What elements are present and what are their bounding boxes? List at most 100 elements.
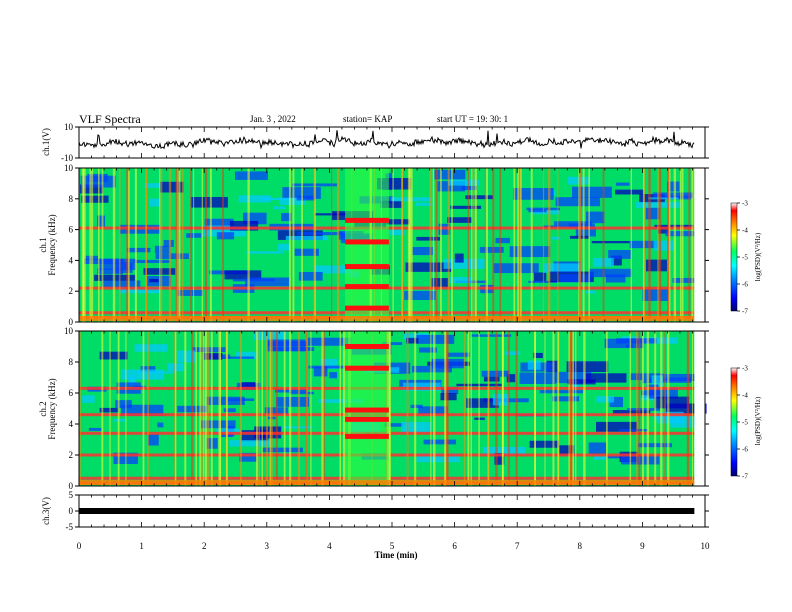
date-label: Jan. 3 , 2022: [250, 114, 296, 124]
spectrogram-cell: [447, 217, 472, 223]
ch3-y-ticks: 5 0 -5: [66, 490, 709, 532]
spectrogram-cell: [645, 207, 660, 220]
spectrogram-streak: [575, 331, 577, 486]
spectrogram-streak: [432, 168, 435, 322]
spectrogram-cell: [101, 280, 141, 288]
spectrogram-cell: [98, 258, 137, 271]
spectrogram-streak: [177, 168, 179, 322]
spectrogram-streak: [638, 331, 641, 486]
spectrogram-streak: [112, 168, 116, 322]
ch1-waveform-panel: 10 -10 ch.1(V): [41, 122, 709, 163]
spectrogram-streak: [414, 331, 417, 486]
spectrogram-streak: [648, 168, 651, 322]
spectrogram-streak: [534, 331, 536, 486]
spectrogram-cell: [595, 421, 638, 432]
spectrogram-cell: [296, 195, 316, 201]
spectrogram-streak: [190, 168, 192, 322]
spectrogram-cell: [273, 206, 285, 210]
spectrogram-cell: [294, 248, 319, 256]
spectrogram-cell: [483, 376, 500, 382]
spectrogram-cell: [412, 246, 434, 256]
spectrogram-cell: [149, 278, 159, 283]
spectrogram-streak: [681, 168, 684, 322]
spectrogram-streak: [101, 331, 104, 486]
spectrogram-cell: [441, 386, 459, 394]
ch1-spectrogram-channel-label: ch.1: [38, 237, 48, 252]
spectrogram-streak: [507, 331, 510, 486]
spectrogram-cell: [163, 240, 174, 247]
spectrogram-cell: [642, 289, 669, 302]
ch1-colorbar-label: log(PSD)(V²/Hz): [754, 232, 762, 281]
spectrogram-cell: [607, 455, 621, 459]
spectrogram-cell: [406, 337, 419, 344]
spectrogram-cell: [276, 396, 309, 407]
x-tick-label: 3: [265, 541, 270, 551]
spectrogram-streak: [430, 331, 432, 486]
spectrogram-cell: [419, 347, 437, 353]
spectrogram-cell: [568, 223, 595, 228]
spectrogram-cell: [495, 237, 510, 244]
spectrogram-streak: [255, 331, 258, 486]
ch3-signal-panel: 5 0 -5 ch.3(V): [41, 490, 709, 532]
spectrogram-cell: [382, 342, 403, 346]
y-tick-label: 5: [69, 490, 74, 500]
y-tick-label: 8: [69, 194, 74, 204]
spectrogram-streak: [440, 168, 442, 322]
spectrogram-cell: [450, 277, 471, 284]
spectrogram-cell: [329, 372, 338, 379]
spectrogram-cell: [566, 361, 609, 372]
spectrogram-streak: [175, 331, 177, 486]
x-tick-label: 10: [701, 541, 711, 551]
spectrogram-streak: [314, 168, 316, 322]
spectrogram-cell: [404, 290, 436, 301]
spectrogram-streak: [488, 331, 490, 486]
spectrogram-cell: [218, 356, 255, 359]
x-tick-label: 1: [139, 541, 144, 551]
spectrogram-streak: [570, 331, 573, 486]
spectrogram-cell: [277, 243, 291, 251]
spectrogram-cell: [177, 289, 203, 296]
spectrogram-cell: [653, 240, 674, 251]
spectrogram-streak: [258, 331, 260, 486]
spectrogram-cell: [450, 205, 482, 209]
spectrogram-streak: [444, 331, 447, 486]
spectrogram-streak: [447, 168, 450, 322]
spectrogram-streak: [82, 168, 85, 322]
spectrogram-streak: [126, 168, 129, 322]
spectrogram-streak: [288, 168, 291, 322]
spectrogram-streak: [485, 168, 488, 322]
spectrogram-streak: [579, 168, 581, 322]
spectrogram-streak: [283, 331, 286, 486]
ch1-spectrogram-y-axis-label: Frequency (kHz): [47, 214, 57, 275]
spectrogram-cell: [533, 272, 547, 282]
y-tick-label: -10: [61, 153, 73, 163]
spectrogram-streak: [519, 168, 522, 322]
spectrogram-streak: [657, 168, 660, 322]
spectrogram-cell: [640, 337, 678, 344]
spectrogram-streak: [204, 331, 208, 486]
spectrogram-streak: [201, 168, 203, 322]
y-tick-label: 2: [69, 450, 74, 460]
spectrogram-streak: [239, 331, 242, 486]
spectrogram-cell: [411, 365, 453, 373]
ch1-spectrogram-image: [79, 168, 705, 322]
spectrogram-streak: [160, 168, 163, 322]
spectrogram-cell: [246, 251, 284, 254]
spectrogram-cell: [648, 197, 679, 200]
spectrogram-streak: [265, 331, 268, 486]
spectrogram-streak: [435, 168, 438, 322]
spectrogram-cell: [403, 382, 441, 391]
time-ticks: [78, 127, 706, 527]
spectrogram-streak: [207, 331, 210, 486]
x-tick-label: 8: [578, 541, 583, 551]
spectrogram-cell: [479, 247, 504, 253]
burst-line: [345, 239, 389, 245]
spectrogram-cell: [234, 171, 268, 180]
spectrogram-streak: [513, 168, 516, 322]
spectrogram-cell: [619, 429, 648, 432]
y-tick-label: -5: [66, 522, 74, 532]
y-tick-label: 0: [69, 506, 74, 516]
start-time-label: start UT = 19: 30: 1: [437, 114, 508, 124]
spectrogram-cell: [80, 195, 109, 203]
